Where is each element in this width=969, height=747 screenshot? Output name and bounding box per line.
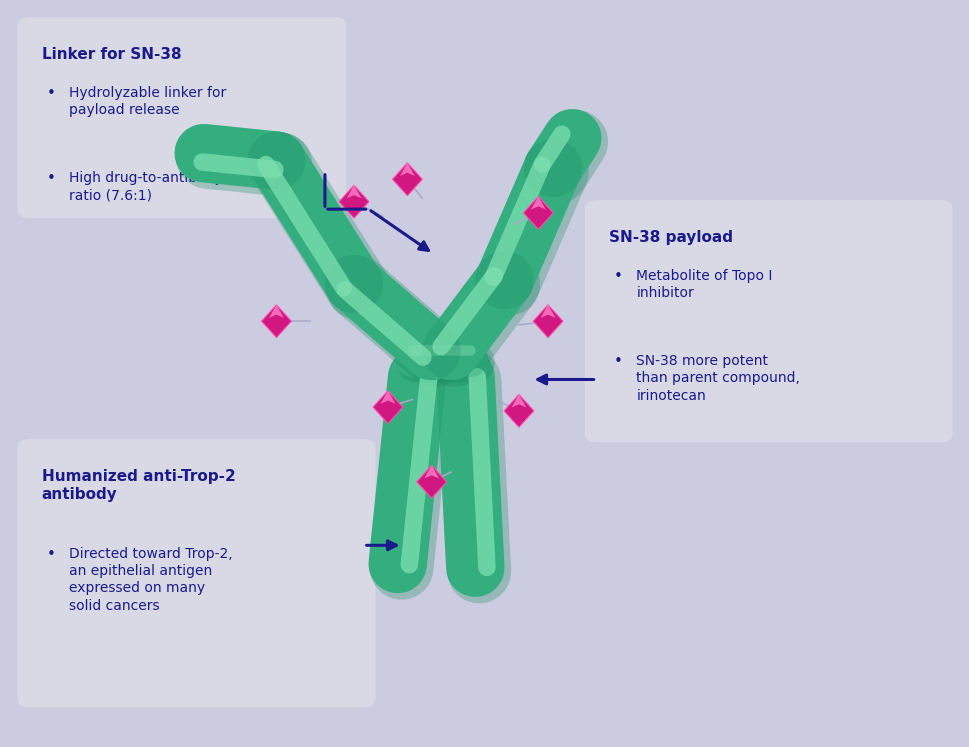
Polygon shape xyxy=(392,163,422,196)
Polygon shape xyxy=(504,394,533,427)
Text: Directed toward Trop-2,
an epithelial antigen
expressed on many
solid cancers: Directed toward Trop-2, an epithelial an… xyxy=(69,547,233,613)
Text: Metabolite of Topo I
inhibitor: Metabolite of Topo I inhibitor xyxy=(636,269,772,300)
Text: SN-38 payload: SN-38 payload xyxy=(609,230,733,245)
Polygon shape xyxy=(268,305,284,318)
FancyBboxPatch shape xyxy=(17,17,346,218)
Polygon shape xyxy=(511,394,526,408)
Polygon shape xyxy=(423,465,439,479)
Text: •: • xyxy=(47,547,55,562)
Text: Linker for SN-38: Linker for SN-38 xyxy=(42,47,181,62)
Polygon shape xyxy=(380,391,395,404)
Polygon shape xyxy=(346,185,361,199)
Polygon shape xyxy=(417,465,446,498)
Text: Hydrolyzable linker for
payload release: Hydrolyzable linker for payload release xyxy=(69,86,226,117)
Text: •: • xyxy=(613,269,622,284)
Text: •: • xyxy=(47,86,55,101)
FancyBboxPatch shape xyxy=(584,200,952,442)
Text: Humanized anti-Trop-2
antibody: Humanized anti-Trop-2 antibody xyxy=(42,469,235,501)
Polygon shape xyxy=(399,163,415,176)
FancyBboxPatch shape xyxy=(17,439,375,707)
Text: SN-38 more potent
than parent compound,
irinotecan: SN-38 more potent than parent compound, … xyxy=(636,354,799,403)
Text: •: • xyxy=(613,354,622,369)
Polygon shape xyxy=(373,391,402,424)
Polygon shape xyxy=(533,305,562,338)
Polygon shape xyxy=(530,196,546,210)
Polygon shape xyxy=(523,196,552,229)
Polygon shape xyxy=(540,305,555,318)
Text: •: • xyxy=(47,171,55,186)
Polygon shape xyxy=(339,185,368,218)
Polygon shape xyxy=(262,305,291,338)
Text: High drug-to-antibody
ratio (7.6:1): High drug-to-antibody ratio (7.6:1) xyxy=(69,171,223,202)
